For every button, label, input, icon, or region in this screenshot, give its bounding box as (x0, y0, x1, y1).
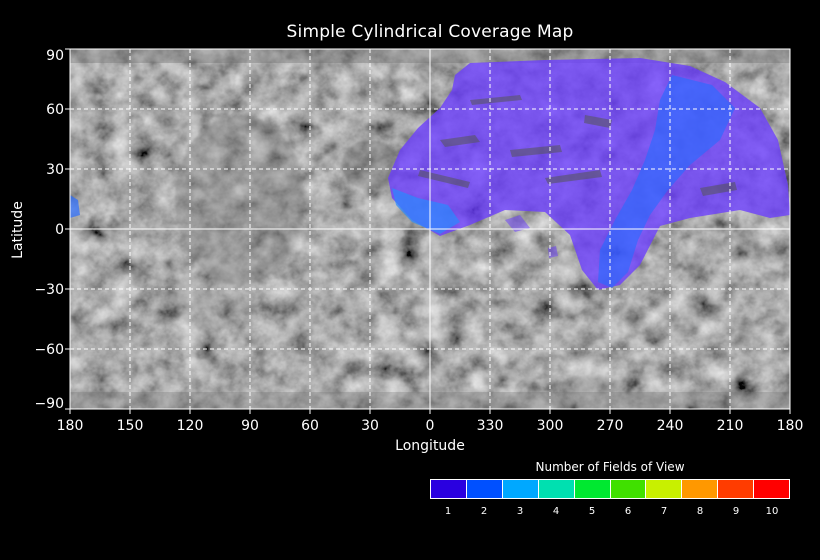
latitude-tick-label: −30 (34, 282, 64, 298)
latitude-tick-label: −90 (34, 396, 64, 412)
legend-swatch (682, 480, 719, 498)
coverage-region-2-fov-edge (70, 195, 80, 218)
map-center-lines (70, 49, 790, 409)
longitude-tick-label: 180 (776, 418, 804, 434)
legend-swatch (754, 480, 790, 498)
latitude-tick-label: 30 (46, 162, 64, 178)
legend-label: 7 (660, 506, 668, 517)
legend-label: 3 (516, 506, 524, 517)
latitude-tick-label: −60 (34, 342, 64, 358)
legend-colorbar (430, 479, 790, 499)
legend-swatch (646, 480, 683, 498)
map-image (70, 49, 790, 409)
longitude-tick-label: 150 (116, 418, 144, 434)
legend-label: 8 (696, 506, 704, 517)
legend-swatch (610, 480, 647, 498)
latitude-tick-label: 90 (46, 48, 64, 64)
latitude-tick-label: 60 (46, 102, 64, 118)
legend-swatch (574, 480, 611, 498)
y-axis-title: Latitude (10, 201, 26, 259)
longitude-tick-label: 90 (241, 418, 259, 434)
legend-swatch (466, 480, 503, 498)
longitude-tick-label: 330 (476, 418, 504, 434)
legend-label: 1 (444, 506, 452, 517)
longitude-tick-label: 60 (301, 418, 319, 434)
legend-label: 4 (552, 506, 560, 517)
coverage-region-1-fov-speck (505, 215, 558, 258)
longitude-tick-label: 180 (56, 418, 84, 434)
coverage-overlay (70, 58, 790, 290)
longitude-tick-label: 270 (596, 418, 624, 434)
x-axis-title: Longitude (395, 438, 465, 454)
legend-label: 5 (588, 506, 596, 517)
map-title: Simple Cylindrical Coverage Map (286, 22, 574, 42)
legend-label: 2 (480, 506, 488, 517)
axis-ticks (65, 48, 791, 414)
coverage-region-2-fov (598, 75, 735, 288)
latitude-tick-label: 0 (55, 222, 64, 238)
legend-label: 10 (765, 506, 779, 517)
legend-swatch (502, 480, 539, 498)
legend-swatch (538, 480, 575, 498)
longitude-tick-label: 30 (361, 418, 379, 434)
legend-swatch (718, 480, 755, 498)
legend-label: 9 (732, 506, 740, 517)
coverage-region-2-fov-west (392, 188, 460, 234)
longitude-tick-label: 120 (176, 418, 204, 434)
legend-swatch (431, 480, 467, 498)
longitude-tick-label: 0 (425, 418, 435, 434)
coverage-gaps (418, 95, 737, 196)
longitude-tick-label: 300 (536, 418, 564, 434)
legend-title: Number of Fields of View (535, 460, 685, 474)
longitude-tick-label: 210 (716, 418, 744, 434)
longitude-tick-label: 240 (656, 418, 684, 434)
legend-label: 6 (624, 506, 632, 517)
